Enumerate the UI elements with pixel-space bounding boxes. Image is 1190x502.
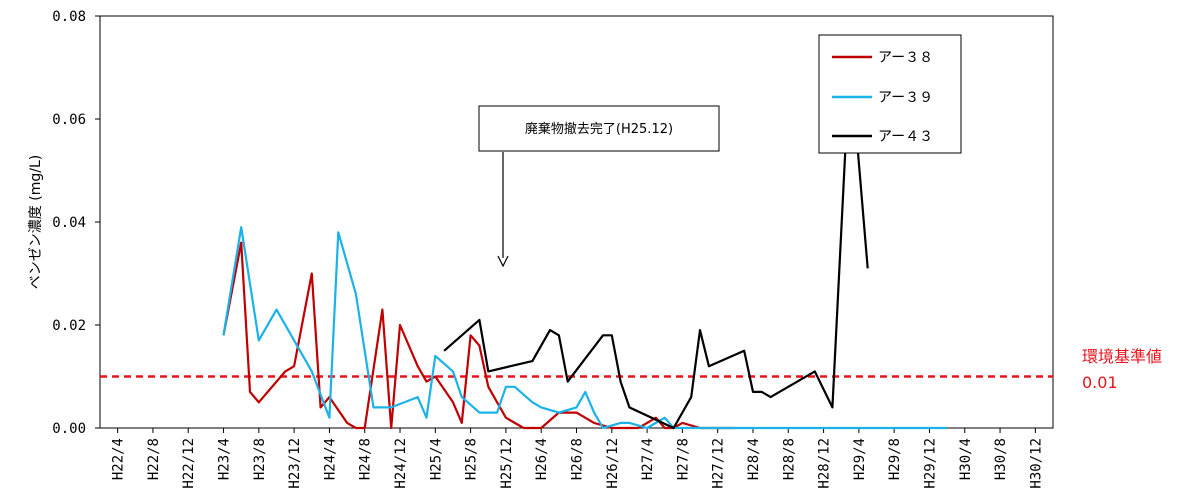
x-tick-label: H29/4 (852, 438, 868, 480)
legend-label-a39: アー３９ (878, 90, 933, 106)
annotation: 廃棄物撤去完了(H25.12) (478, 105, 720, 268)
x-tick-label: H28/4 (746, 438, 762, 480)
reference-line-value: 0.01 (1082, 373, 1118, 392)
y-tick-label: 0.00 (52, 421, 86, 437)
x-tick-label: H28/8 (781, 438, 797, 480)
x-tick-label: H30/8 (993, 438, 1009, 480)
x-tick-label: H27/4 (640, 438, 656, 480)
x-tick-label: H29/12 (922, 438, 938, 489)
y-tick-label: 0.06 (52, 112, 86, 128)
y-tick-label: 0.04 (52, 215, 86, 231)
annotation-arrowhead (497, 255, 509, 268)
legend-label-a38: アー３８ (878, 50, 933, 66)
x-tick-label: H30/4 (958, 438, 974, 480)
x-tick-label: H27/8 (675, 438, 691, 480)
x-tick-label: H24/4 (322, 438, 338, 480)
x-tick-label: H27/12 (711, 438, 727, 489)
legend-box (818, 34, 962, 154)
y-axis-label: ベンゼン濃度 (mg/L) (28, 155, 44, 289)
x-tick-label: H29/8 (887, 438, 903, 480)
x-tick-label: H22/12 (181, 438, 197, 489)
x-tick-label: H30/12 (1028, 438, 1044, 489)
series-line-0 (222, 241, 736, 430)
y-axis-ticks: 0.00 0.02 0.04 0.06 0.08 (52, 9, 100, 437)
x-tick-label: H26/12 (605, 438, 621, 489)
y-tick-label: 0.02 (52, 318, 86, 334)
x-axis-ticks: H22/4 H22/8 H22/12 H23/4 H23/8 H23/12 H24/4 H24… (111, 428, 1044, 489)
x-tick-label: H26/8 (570, 438, 586, 480)
x-tick-label: H23/4 (217, 438, 233, 480)
annotation-box (478, 105, 720, 152)
legend: アー３８ アー３９ アー４３ (818, 34, 962, 154)
plot-area (99, 15, 1054, 429)
legend-label-a43: アー４３ (878, 129, 933, 145)
x-tick-label: H24/8 (358, 438, 374, 480)
x-tick-label: H25/4 (428, 438, 444, 480)
x-tick-label: H24/12 (393, 438, 409, 489)
reference-line-label: 環境基準値 (1082, 347, 1162, 366)
series-layer (222, 56, 948, 430)
x-tick-label: H22/4 (111, 438, 127, 480)
x-tick-label: H23/8 (252, 438, 268, 480)
y-tick-label: 0.08 (52, 9, 86, 25)
series-line-1 (222, 226, 948, 430)
x-tick-label: H26/4 (534, 438, 550, 480)
annotation-text: 廃棄物撤去完了(H25.12) (525, 121, 673, 137)
series-line-2 (443, 56, 869, 430)
x-tick-label: H25/8 (464, 438, 480, 480)
x-tick-label: H28/12 (817, 438, 833, 489)
x-tick-label: H25/12 (499, 438, 515, 489)
x-tick-label: H22/8 (146, 438, 162, 480)
x-tick-label: H23/12 (287, 438, 303, 489)
